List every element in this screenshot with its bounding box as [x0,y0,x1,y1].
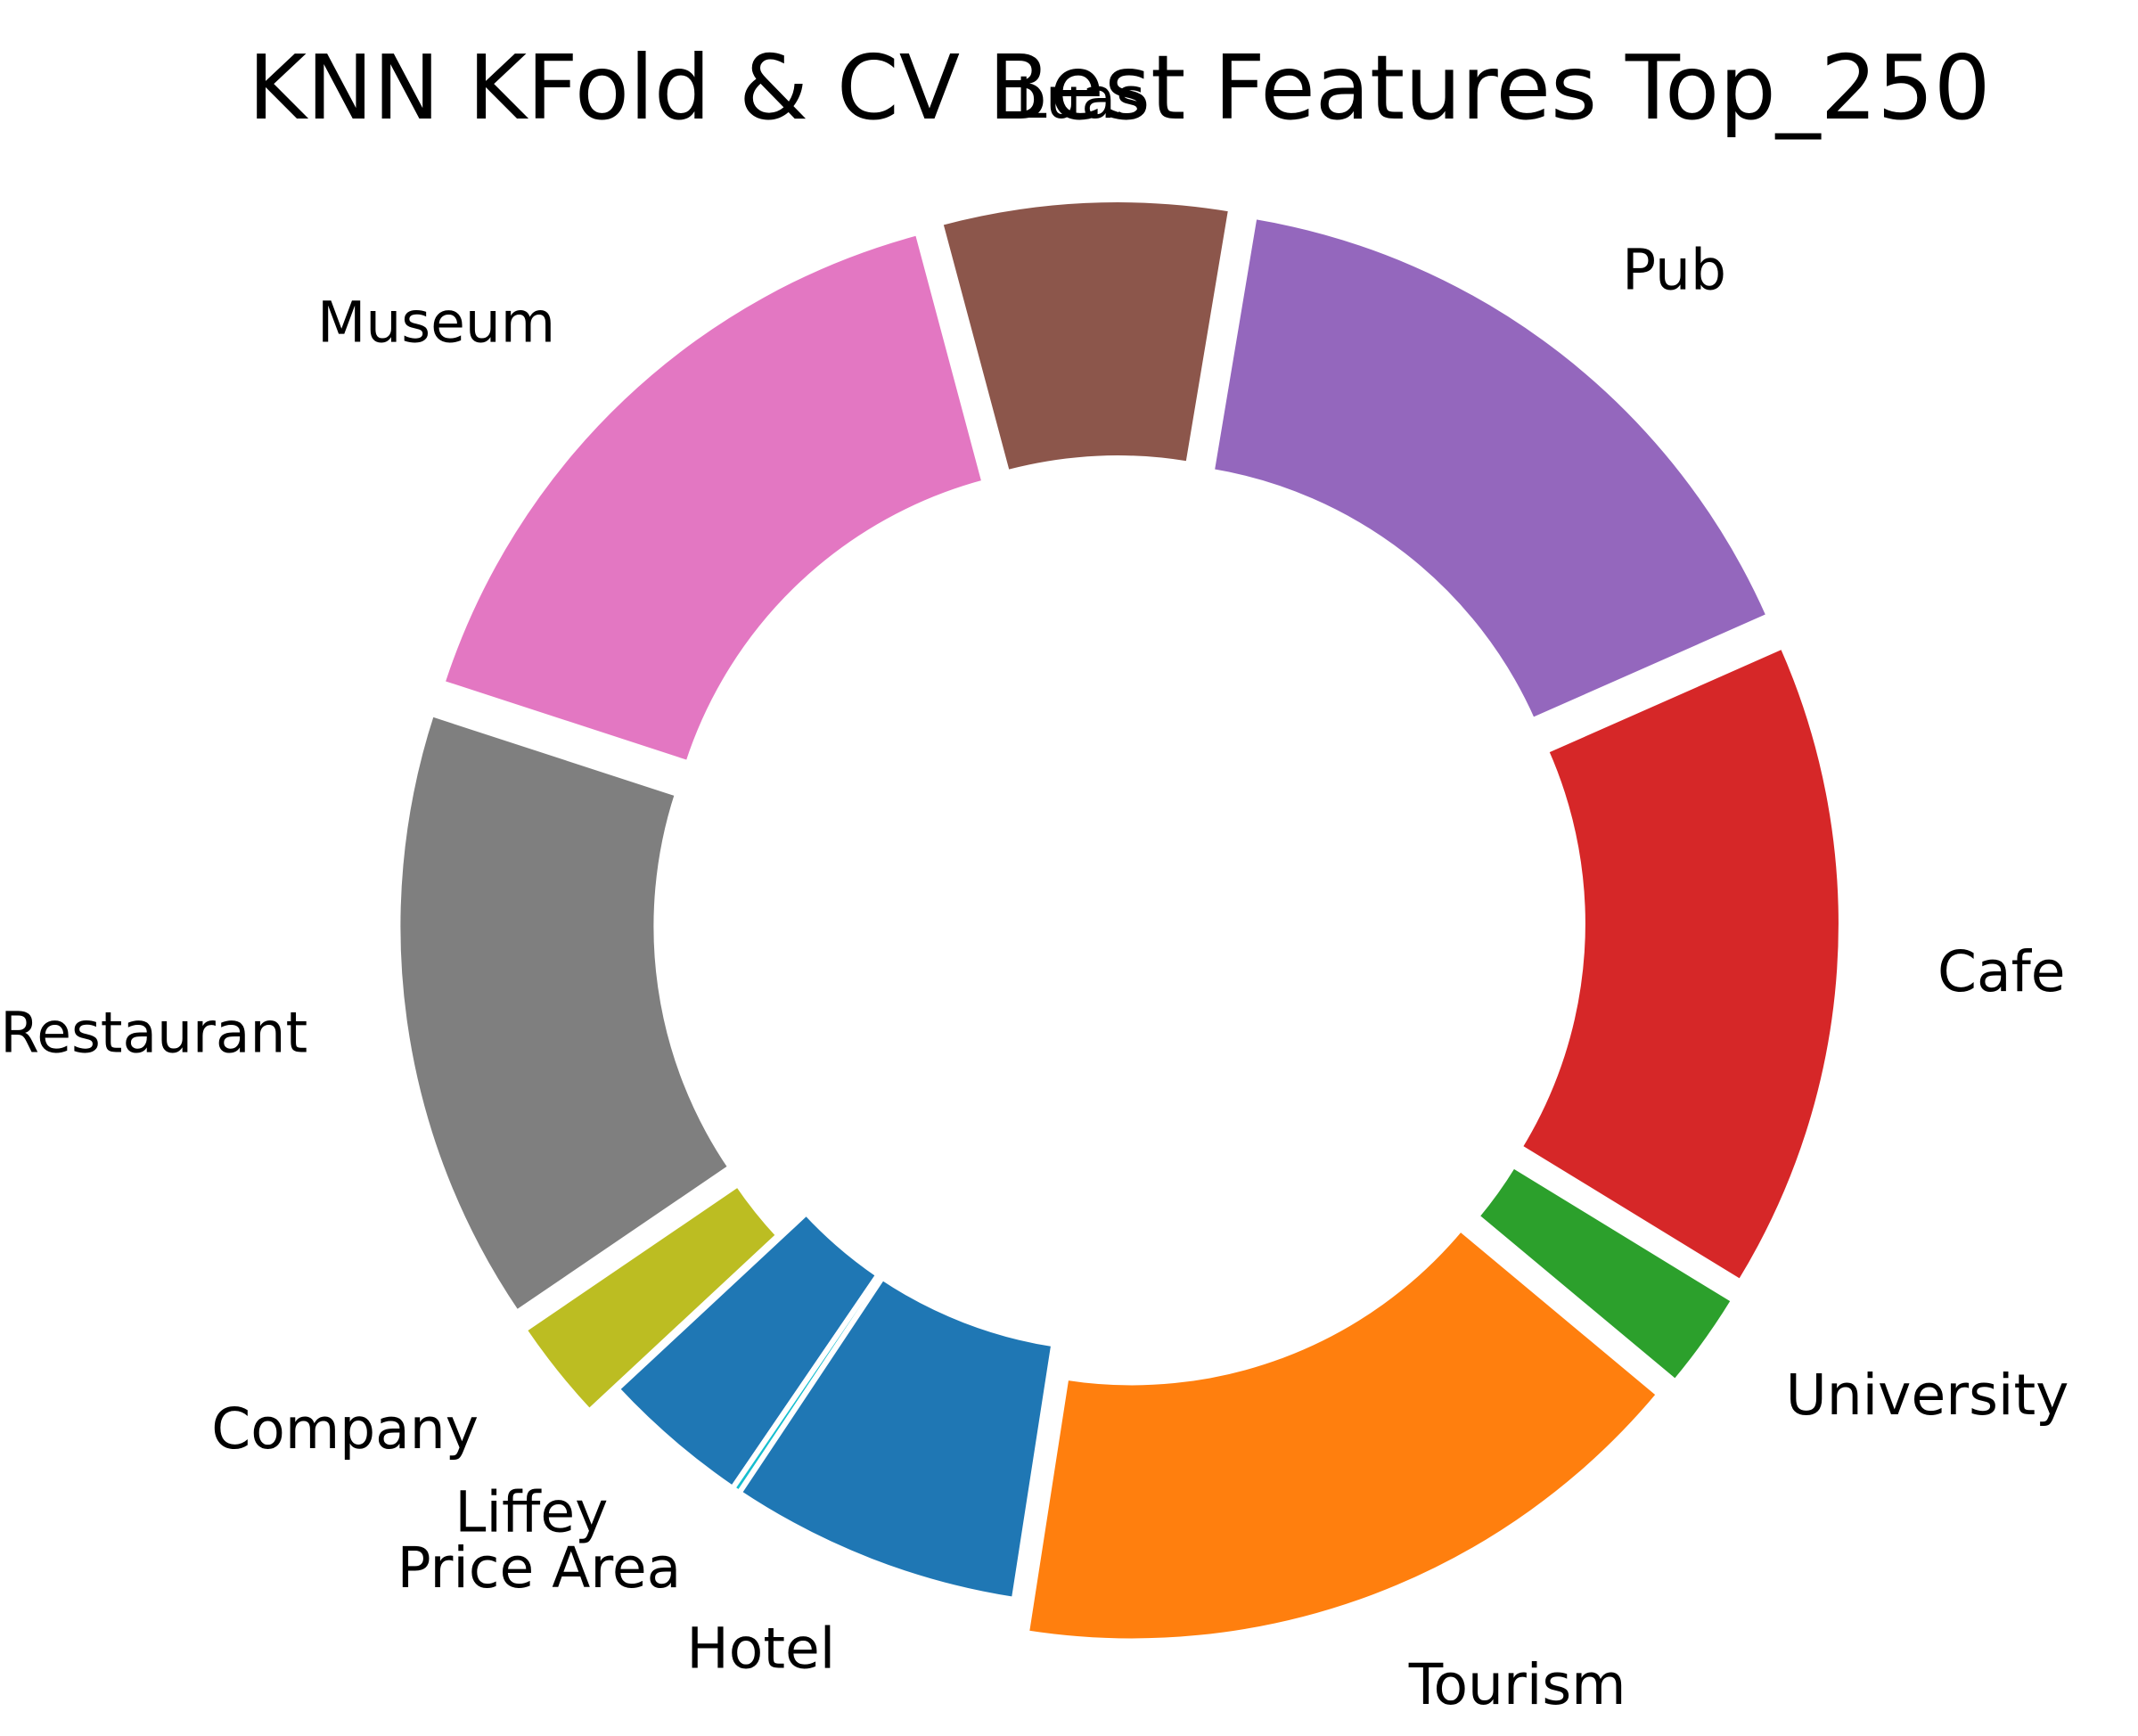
slice-label-liffey: Liffey [455,1480,608,1545]
slice-label-luas: Luas [1015,66,1144,131]
slice-hotel [735,1273,1057,1603]
slice-label-restaurant: Restaurant [0,1001,307,1066]
slice-luas [937,197,1234,477]
slice-museum [438,229,988,767]
slice-university [1472,1161,1738,1386]
slice-company [520,1180,782,1415]
slice-label-price-area: Price Area [397,1535,682,1601]
slice-label-cafe: Cafe [1937,939,2066,1004]
slice-label-university: University [1786,1363,2069,1428]
slices-group [395,197,1844,1644]
slice-restaurant [395,710,734,1317]
slice-pub [1208,213,1773,725]
slice-cafe [1516,643,1844,1286]
slice-label-company: Company [211,1396,479,1462]
slice-label-hotel: Hotel [686,1616,835,1681]
slice-label-pub: Pub [1622,237,1726,302]
chart-title: KNN KFold & CV Best Features Top_250 [248,36,1990,140]
slice-tourism [1023,1224,1663,1644]
slice-label-tourism: Tourism [1408,1652,1626,1717]
slice-label-museum: Museum [317,290,555,355]
